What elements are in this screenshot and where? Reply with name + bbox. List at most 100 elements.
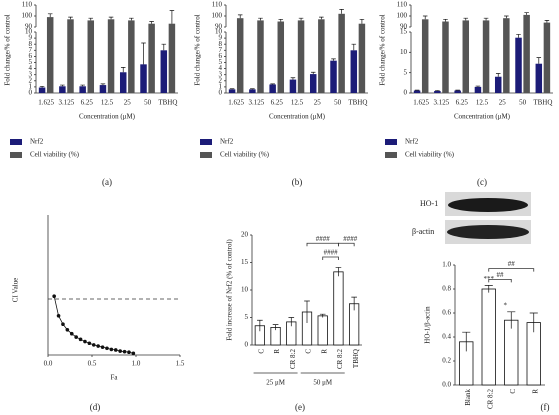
- panel-label: (b): [292, 177, 303, 187]
- bracket: [488, 268, 535, 272]
- y-tick-label: 90: [400, 23, 408, 31]
- bar: [309, 74, 317, 93]
- bar: [482, 20, 490, 93]
- y-tick-label: 0.0: [442, 381, 451, 389]
- y-axis-label: Fold change/% of control: [379, 14, 387, 85]
- annotation: ##: [497, 271, 505, 279]
- x-tick-label: 3.125: [249, 99, 265, 107]
- x-tick-label: 12.5: [476, 99, 489, 107]
- error-bar: [88, 17, 94, 21]
- x-tick-label: 1.625: [413, 99, 429, 107]
- y-tick-label: 5: [29, 58, 33, 66]
- point: [127, 350, 131, 355]
- point: [109, 347, 114, 352]
- error-bar: [304, 300, 310, 323]
- legend-swatch: [200, 139, 212, 145]
- error-bar: [290, 77, 296, 80]
- x-axis-label: Concentration (μM): [269, 113, 326, 121]
- y-tick-label: 10: [215, 28, 223, 36]
- point: [83, 339, 87, 344]
- y-tick-label: 110: [397, 1, 408, 9]
- y-tick-label: 15: [241, 258, 249, 266]
- x-axis-label: Concentration (μM): [79, 113, 136, 121]
- bar: [79, 86, 86, 93]
- bar: [481, 288, 496, 386]
- x-tick-label: 50: [519, 99, 527, 107]
- legend-label: Cell viability (%): [220, 151, 270, 159]
- bar: [46, 17, 54, 94]
- blot-band: [448, 198, 528, 212]
- error-bar: [258, 17, 263, 21]
- y-tick-label: 8: [219, 40, 223, 48]
- bar: [317, 315, 328, 346]
- y-axis-label: CI Value: [12, 278, 20, 303]
- bar: [277, 21, 285, 93]
- x-tick-label: CR 8:2: [486, 389, 494, 410]
- blot-label: HO-1: [420, 199, 438, 208]
- y-tick-label: 110: [212, 1, 223, 9]
- x-tick-label: 6.25: [456, 99, 469, 107]
- legend-swatch: [385, 152, 397, 158]
- bar: [330, 60, 337, 93]
- annotation: ##: [508, 260, 516, 268]
- error-bar: [120, 67, 126, 73]
- panel-label: (d): [90, 402, 101, 412]
- error-bar: [141, 42, 146, 65]
- point: [113, 348, 118, 352]
- y-tick-label: 0.4: [442, 333, 451, 341]
- point: [61, 322, 65, 327]
- y-tick-label: 2: [29, 76, 33, 84]
- bar: [38, 87, 46, 93]
- y-tick-label: 1: [29, 83, 33, 91]
- x-tick-label: 12.5: [101, 99, 114, 107]
- y-tick-label: 90: [25, 23, 33, 31]
- error-bar: [463, 17, 469, 21]
- y-axis-label: Fold change/% of control: [4, 14, 12, 85]
- error-bar: [319, 16, 324, 20]
- y-tick-label: 8: [29, 40, 33, 48]
- error-bar: [484, 285, 493, 293]
- x-tick-label: TBHQ: [352, 349, 360, 368]
- bar: [257, 20, 264, 93]
- group-label: 25 μM: [266, 379, 286, 387]
- error-bar: [288, 317, 295, 327]
- x-tick-label: 50: [334, 99, 342, 107]
- y-tick-label: 0: [29, 89, 33, 97]
- panel-label: (c): [477, 177, 487, 187]
- y-tick-label: 10: [25, 28, 33, 36]
- y-tick-label: 4: [29, 64, 33, 72]
- bar: [338, 13, 345, 93]
- error-bar: [529, 312, 538, 333]
- legend-swatch: [385, 139, 397, 145]
- point: [118, 349, 122, 353]
- error-bar: [169, 10, 175, 24]
- error-bar: [524, 12, 529, 15]
- x-tick-label: 6.25: [271, 99, 284, 107]
- y-tick-label: 7: [29, 46, 33, 54]
- point: [87, 341, 92, 346]
- point: [56, 314, 61, 318]
- x-tick-label: 6.25: [81, 99, 94, 107]
- bracket: [306, 242, 339, 247]
- error-bar: [443, 18, 448, 22]
- y-tick-label: 100: [22, 12, 33, 20]
- x-tick-label: TBHQ: [158, 99, 177, 107]
- x-tick-label: TBHQ: [348, 99, 367, 107]
- error-bar: [270, 83, 275, 85]
- legend-swatch: [10, 139, 22, 145]
- error-bar: [483, 17, 489, 21]
- bar: [494, 76, 502, 93]
- error-bar: [310, 71, 316, 75]
- y-tick-label: 3: [219, 70, 223, 78]
- x-tick-label: 1.625: [228, 99, 244, 107]
- error-bar: [149, 21, 154, 24]
- x-axis-label: Fa: [111, 374, 119, 382]
- y-tick-label: 0.6: [442, 309, 451, 317]
- bar: [454, 90, 461, 93]
- bar: [99, 85, 107, 93]
- x-tick-label: 25: [499, 99, 507, 107]
- y-tick-label: 15: [400, 28, 408, 36]
- error-bar: [161, 43, 167, 51]
- y-tick-label: 20: [241, 231, 249, 239]
- x-tick-label: 3.125: [434, 99, 450, 107]
